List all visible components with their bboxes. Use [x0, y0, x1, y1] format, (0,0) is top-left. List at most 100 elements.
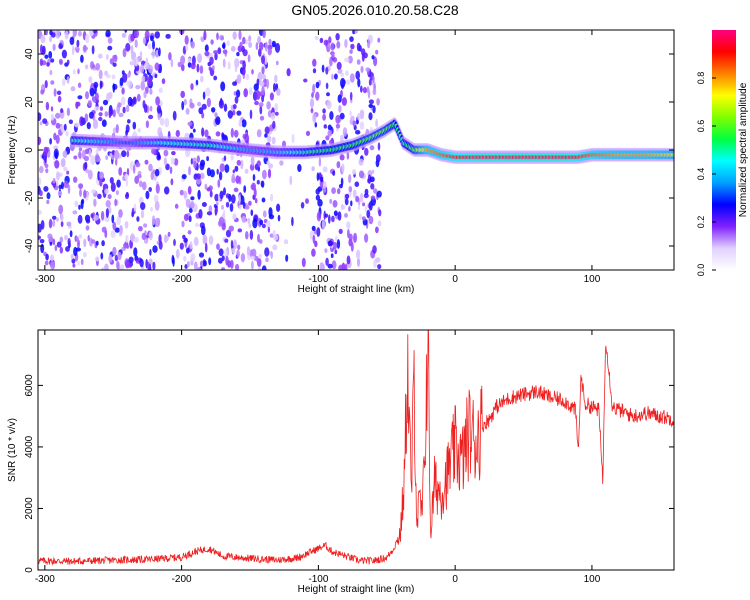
- spectrogram-noise-cell: [38, 210, 42, 215]
- spectrogram-noise-cell: [377, 220, 382, 227]
- spectrogram-y-tick-label: 20: [24, 96, 35, 108]
- spectrogram-noise-cell: [129, 161, 135, 171]
- spectrogram-noise-cell: [43, 186, 49, 192]
- spectrogram-noise-cell: [242, 49, 248, 57]
- spectrogram-noise-cell: [286, 68, 291, 77]
- spectrogram-noise-cell: [270, 251, 274, 259]
- spectrogram-noise-cell: [375, 257, 381, 263]
- spectrogram-noise-cell: [234, 165, 239, 172]
- spectrogram-noise-cell: [357, 205, 361, 210]
- spectrogram-noise-cell: [252, 218, 258, 229]
- snr-x-tick-label: 0: [452, 574, 458, 585]
- spectrogram-noise-cell: [133, 57, 139, 67]
- spectrogram-noise-cell: [220, 81, 226, 92]
- spectrogram-noise-cell: [344, 198, 349, 206]
- spectrogram-noise-cell: [355, 195, 359, 203]
- spectrogram-noise-cell: [163, 157, 167, 166]
- spectrogram-noise-cell: [268, 214, 275, 220]
- spectrogram-noise-cell: [274, 103, 279, 112]
- spectrogram-noise-cell: [305, 130, 311, 137]
- spectrogram-noise-cell: [189, 102, 195, 109]
- spectrogram-noise-cell: [366, 209, 371, 219]
- spectrogram-noise-cell: [335, 114, 341, 124]
- spectrogram-noise-cell: [264, 126, 270, 134]
- spectrogram-noise-cell: [206, 156, 210, 162]
- spectrogram-noise-cell: [91, 45, 95, 55]
- spectrogram-noise-cell: [147, 43, 152, 50]
- spectrogram-noise-cell: [185, 108, 190, 115]
- spectrogram-noise-cell: [218, 248, 224, 257]
- spectrogram-noise-cell: [185, 44, 189, 52]
- spectrogram-noise-cell: [149, 105, 153, 112]
- spectrogram-noise-cell: [99, 80, 103, 90]
- spectrogram-noise-cell: [99, 106, 104, 111]
- spectrogram-noise-cell: [256, 160, 261, 167]
- spectrogram-noise-cell: [325, 67, 329, 75]
- spectrogram-noise-cell: [346, 79, 351, 85]
- spectrogram-noise-cell: [78, 183, 84, 190]
- spectrogram-noise-cell: [357, 113, 361, 121]
- spectrogram-noise-cell: [249, 249, 254, 258]
- spectrogram-noise-cell: [104, 111, 109, 117]
- spectrogram-noise-cell: [45, 168, 49, 174]
- spectrogram-noise-cell: [110, 230, 116, 238]
- spectrogram-noise-cell: [83, 44, 87, 52]
- spectrogram-noise-cell: [77, 82, 82, 88]
- spectrogram-noise-cell: [245, 231, 249, 240]
- spectrogram-noise-cell: [104, 188, 109, 195]
- spectrogram-noise-cell: [199, 65, 204, 74]
- spectrogram-noise-cell: [196, 63, 200, 73]
- spectrogram-noise-cell: [75, 101, 79, 110]
- spectrogram-noise-cell: [224, 248, 228, 258]
- spectrogram-noise-cell: [238, 119, 243, 128]
- spectrogram-noise-cell: [321, 219, 326, 229]
- spectrogram-noise-cell: [95, 240, 99, 246]
- spectrogram-noise-cell: [78, 234, 83, 239]
- spectrogram-noise-cell: [248, 87, 253, 96]
- spectrogram-noise-cell: [140, 64, 145, 74]
- spectrogram-noise-cell: [259, 239, 263, 244]
- snr-y-tick-label: 0: [24, 567, 35, 573]
- spectrogram-noise-cell: [130, 232, 135, 243]
- spectrogram-noise-cell: [75, 236, 79, 242]
- spectrogram-noise-cell: [121, 87, 125, 95]
- spectrogram-noise-cell: [233, 187, 239, 193]
- spectrogram-noise-cell: [188, 208, 193, 214]
- spectrogram-noise-cell: [236, 249, 240, 258]
- spectrogram-noise-cell: [218, 171, 223, 181]
- spectrogram-noise-cell: [375, 226, 379, 234]
- spectrogram-noise-cell: [327, 42, 331, 53]
- spectrogram-noise-cell: [340, 205, 346, 210]
- spectrogram-noise-cell: [254, 100, 259, 106]
- spectrogram-noise-cell: [141, 75, 146, 83]
- spectrogram-noise-cell: [194, 222, 199, 228]
- spectrogram-noise-cell: [367, 89, 371, 99]
- spectrogram-noise-cell: [264, 133, 268, 138]
- spectrogram-noise-cell: [190, 196, 195, 201]
- spectrogram-noise-cell: [181, 64, 185, 72]
- spectrogram-noise-cell: [107, 194, 112, 200]
- spectrogram-noise-cell: [133, 203, 137, 212]
- spectrogram-noise-cell: [219, 190, 224, 199]
- spectrogram-noise-cell: [261, 265, 267, 270]
- spectrogram-noise-cell: [111, 214, 115, 224]
- spectrogram-noise-cell: [118, 112, 124, 118]
- spectrogram-noise-cell: [368, 78, 372, 86]
- spectrogram-noise-cell: [99, 171, 104, 180]
- spectrogram-noise-cell: [154, 31, 160, 39]
- spectrogram-noise-cell: [355, 130, 361, 135]
- spectrogram-noise-cell: [323, 39, 329, 46]
- spectrogram-noise-cell: [267, 226, 271, 233]
- spectrogram-noise-cell: [158, 241, 163, 250]
- page-title: GN05.2026.010.20.58.C28: [291, 2, 459, 18]
- spectrogram-noise-cell: [356, 42, 361, 52]
- spectrogram-noise-cell: [44, 80, 48, 89]
- spectrogram-noise-cell: [328, 214, 331, 224]
- spectrogram-noise-cell: [265, 257, 269, 263]
- spectrogram-noise-cell: [259, 219, 264, 226]
- spectrogram-noise-cell: [127, 119, 131, 124]
- colorbar-tick-label: 0.2: [696, 216, 706, 229]
- spectrogram-noise-cell: [154, 73, 158, 79]
- spectrogram-noise-cell: [247, 217, 251, 224]
- spectrogram-x-tick-label: -200: [172, 274, 192, 285]
